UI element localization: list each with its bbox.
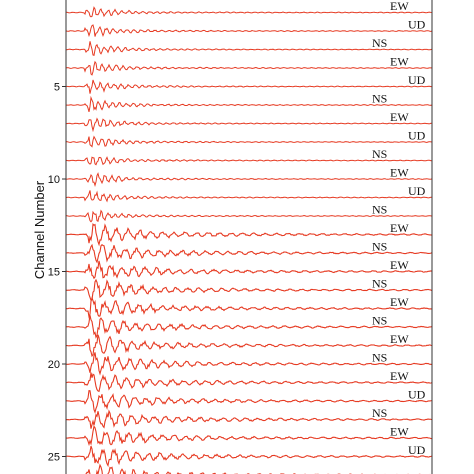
trace-channel-22 <box>65 389 433 414</box>
component-label-ud: UD <box>408 443 426 457</box>
component-label-ns: NS <box>372 406 387 420</box>
trace-channel-6 <box>65 95 433 113</box>
component-label-ns: NS <box>372 240 387 254</box>
component-labels: EWUDNSEWUDNSEWUDNSEWUDNSEWNSEWNSEWNSEWNS… <box>372 0 426 457</box>
trace-channel-20 <box>65 352 433 376</box>
trace-channel-21 <box>65 372 433 393</box>
trace-channel-11 <box>65 190 433 203</box>
component-label-ew: EW <box>390 166 409 180</box>
component-label-ew: EW <box>390 0 409 13</box>
plot-frame <box>65 0 433 474</box>
trace-channel-15 <box>65 260 433 280</box>
component-label-ud: UD <box>408 18 426 32</box>
trace-channel-26 <box>85 463 431 474</box>
trace-channel-1 <box>65 6 433 18</box>
component-label-ns: NS <box>372 147 387 161</box>
component-label-ew: EW <box>390 425 409 439</box>
component-label-ns: NS <box>372 92 387 106</box>
trace-channel-8 <box>65 135 433 148</box>
trace-channel-18 <box>65 315 433 339</box>
y-tick-label-10: 10 <box>48 174 60 186</box>
component-label-ud: UD <box>408 184 426 198</box>
trace-channel-25 <box>65 445 433 468</box>
component-label-ew: EW <box>390 55 409 69</box>
trace-channel-12 <box>65 209 433 223</box>
component-label-ud: UD <box>408 73 426 87</box>
trace-channel-10 <box>65 172 433 187</box>
component-label-ew: EW <box>390 295 409 309</box>
trace-channel-2 <box>65 24 433 38</box>
trace-channel-3 <box>65 41 433 56</box>
component-label-ns: NS <box>372 203 387 217</box>
trace-channel-7 <box>66 117 433 133</box>
trace-channel-16 <box>65 278 433 302</box>
trace-channel-14 <box>65 243 433 264</box>
component-label-ud: UD <box>408 129 426 143</box>
component-label-ns: NS <box>372 351 387 365</box>
trace-channel-4 <box>65 60 433 76</box>
y-tick-label-25: 25 <box>48 452 60 464</box>
trace-channel-24 <box>65 425 433 447</box>
trace-channel-13 <box>65 223 433 247</box>
traces-group <box>65 6 433 474</box>
y-axis-label: Channel Number <box>32 180 47 279</box>
component-label-ew: EW <box>390 221 409 235</box>
trace-channel-23 <box>65 409 433 429</box>
trace-channel-9 <box>65 156 433 166</box>
component-label-ew: EW <box>390 332 409 346</box>
trace-channel-5 <box>65 79 433 94</box>
component-label-ud: UD <box>408 388 426 402</box>
y-tick-label-5: 5 <box>54 82 60 94</box>
component-label-ew: EW <box>390 110 409 124</box>
component-label-ns: NS <box>372 314 387 328</box>
y-tick-label-20: 20 <box>48 359 60 371</box>
trace-channel-19 <box>65 334 433 358</box>
y-tick-label-15: 15 <box>48 267 60 279</box>
y-ticks: 5 10 15 20 25 <box>48 82 66 464</box>
component-label-ew: EW <box>390 258 409 272</box>
trace-channel-17 <box>65 296 433 319</box>
component-label-ns: NS <box>372 36 387 50</box>
component-label-ns: NS <box>372 277 387 291</box>
component-label-ew: EW <box>390 369 409 383</box>
